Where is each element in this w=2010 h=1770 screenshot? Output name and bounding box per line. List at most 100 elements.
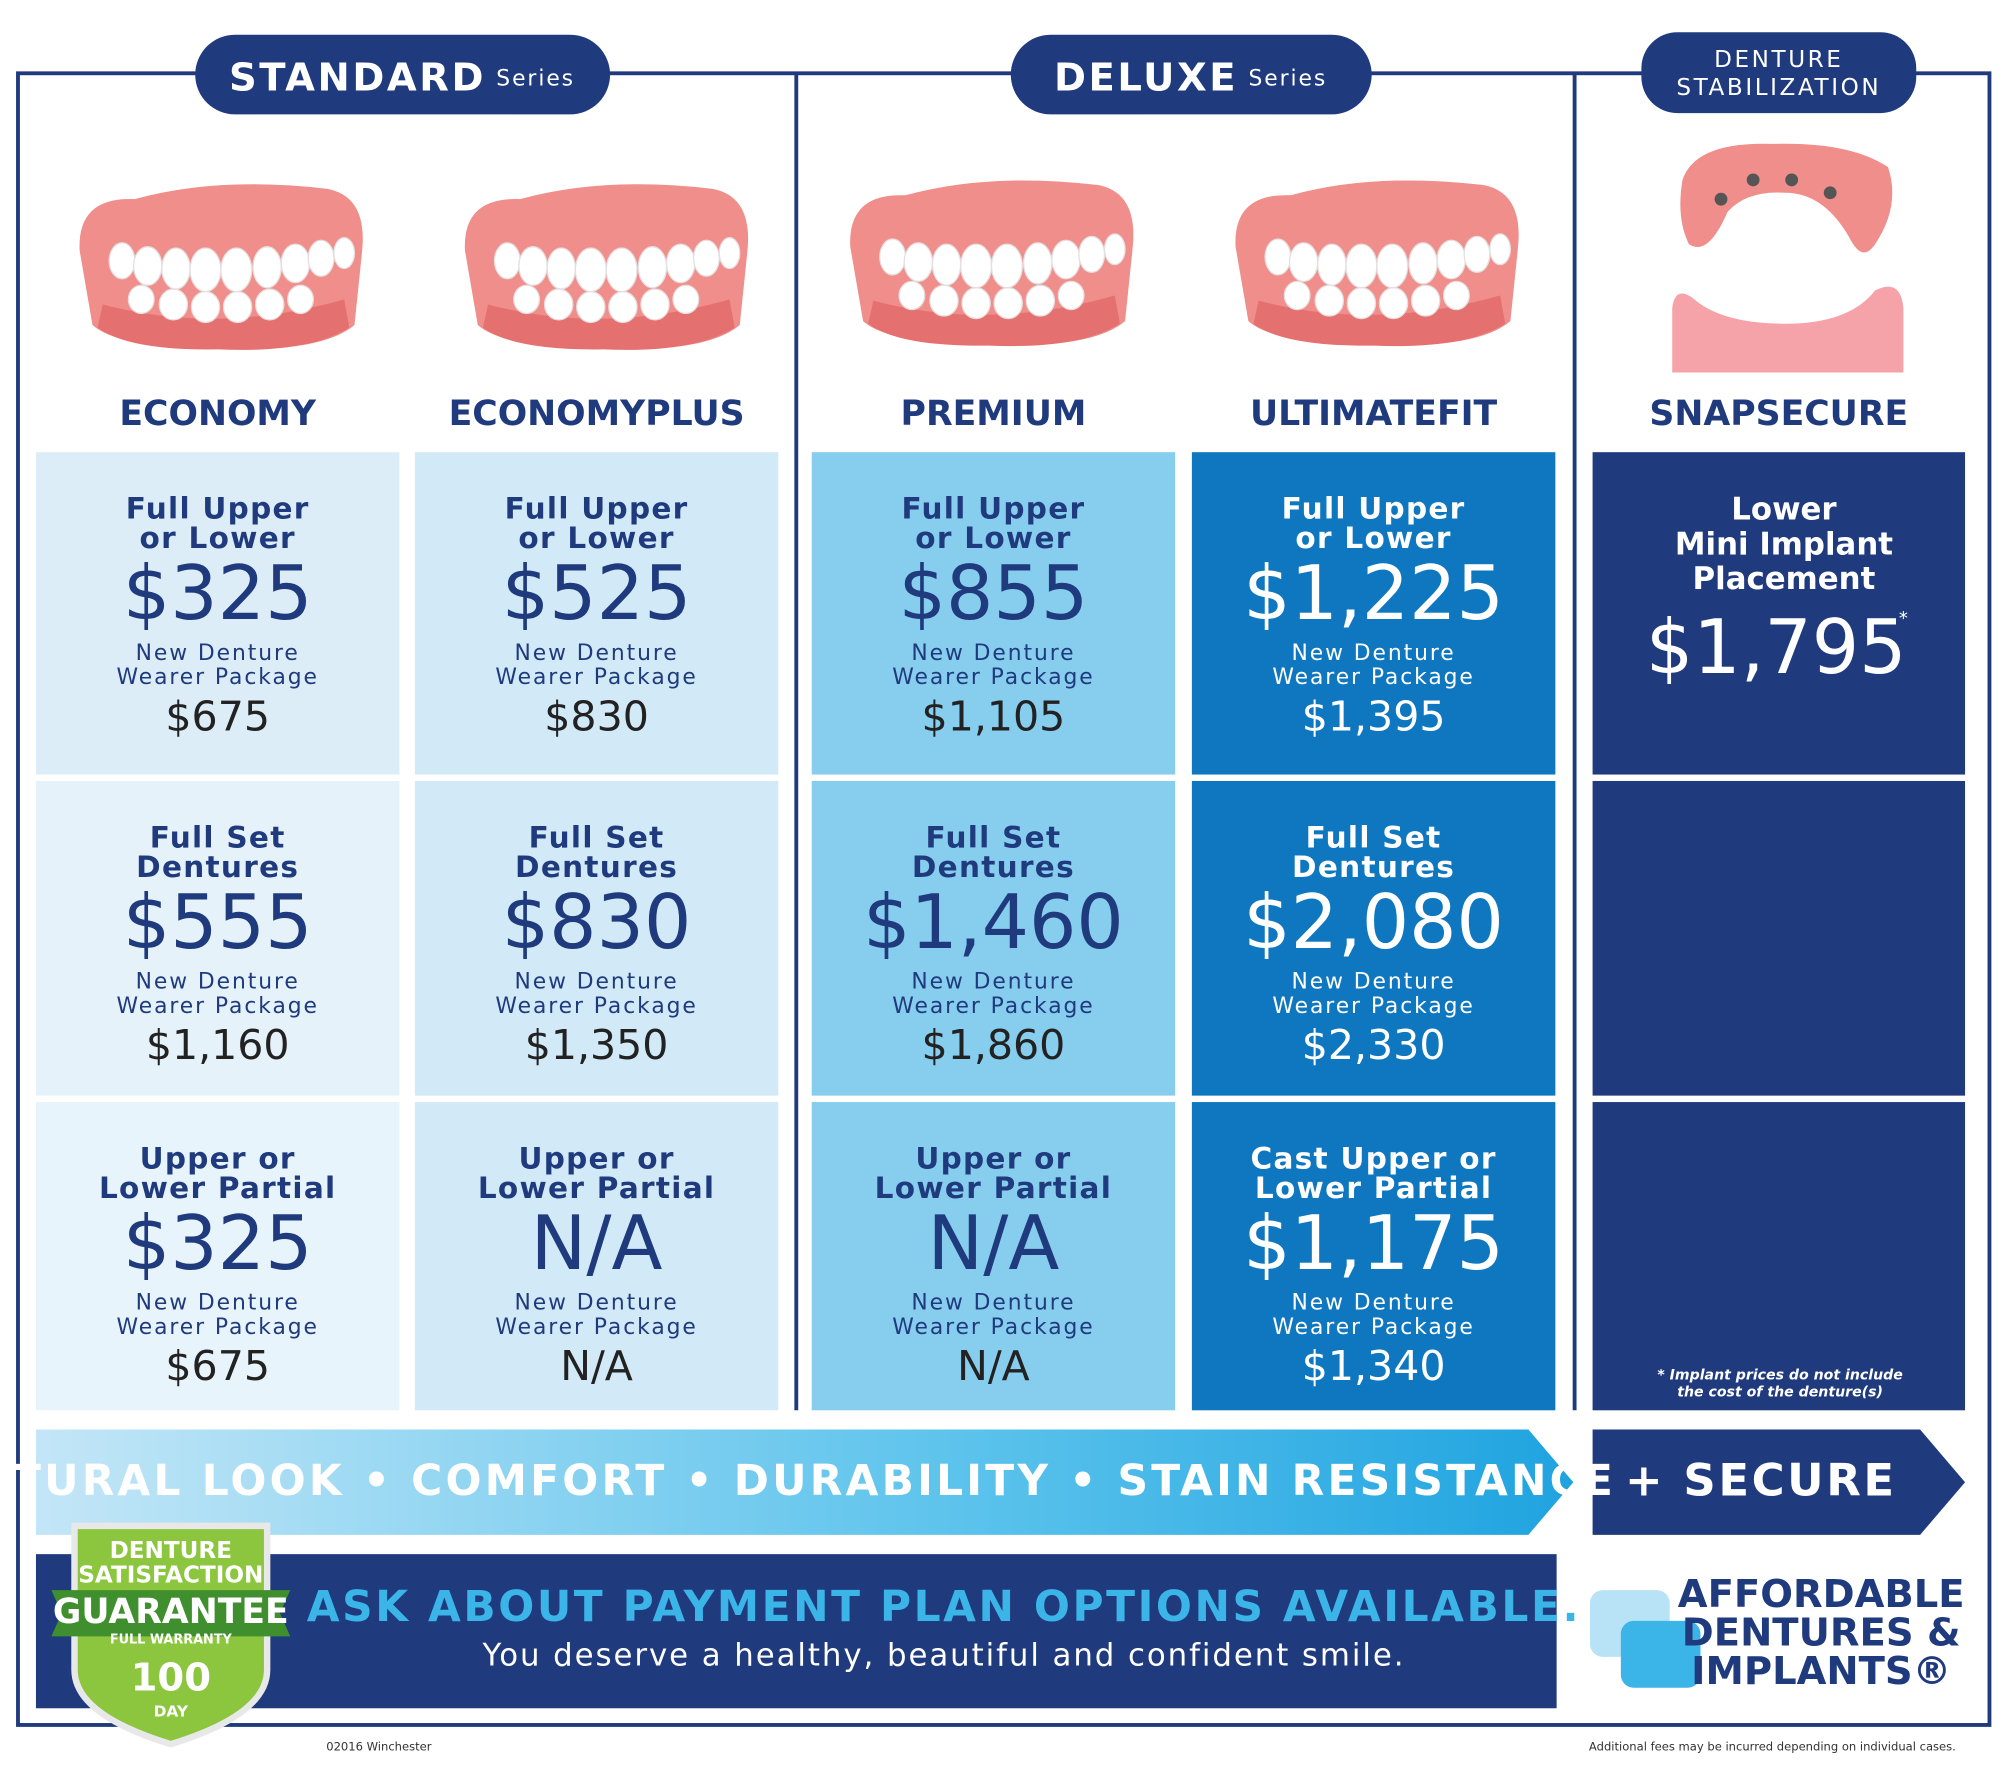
- package-label: Wearer Package: [892, 1315, 1094, 1340]
- package-price: $1,105: [922, 692, 1066, 740]
- outer-border: [16, 71, 1992, 1727]
- price-cell: [35, 780, 400, 1096]
- cell-title: Full Upper: [126, 491, 310, 525]
- series-label: STANDARD Series: [229, 55, 575, 100]
- price-cell: [811, 780, 1176, 1096]
- cell-price: $1,225: [1243, 550, 1504, 637]
- cell-title: or Lower: [1295, 521, 1451, 555]
- package-label: Wearer Package: [892, 665, 1094, 690]
- package-label: Wearer Package: [1272, 1315, 1474, 1340]
- cell-title: Dentures: [515, 850, 678, 884]
- series-label: DENTURE: [1714, 47, 1843, 73]
- package-price: $675: [165, 1342, 270, 1390]
- series-label: STABILIZATION: [1676, 75, 1881, 101]
- asterisk: *: [1899, 608, 1908, 629]
- package-price: N/A: [560, 1342, 633, 1390]
- cell-title: or Lower: [140, 521, 296, 555]
- package-label: New Denture: [515, 1291, 679, 1316]
- package-label: Wearer Package: [116, 994, 318, 1019]
- package-price: $1,340: [1302, 1342, 1446, 1390]
- price-cell: [811, 1102, 1176, 1411]
- guarantee-days: 100: [131, 1656, 211, 1701]
- cell-title: Dentures: [1292, 850, 1455, 884]
- cell-price: $1,175: [1243, 1200, 1504, 1287]
- benefits-banner: [35, 1429, 1574, 1535]
- package-price: $1,395: [1302, 692, 1446, 740]
- product-name: ULTIMATEFIT: [1250, 394, 1498, 434]
- package-label: Wearer Package: [892, 994, 1094, 1019]
- product-name: SNAPSECURE: [1649, 394, 1908, 434]
- guarantee-text: SATISFACTION: [78, 1562, 263, 1588]
- footer-note: 02016 Winchester: [326, 1739, 432, 1753]
- logo-text: DENTURES &: [1682, 1611, 1961, 1656]
- denture-image: [464, 183, 749, 351]
- cell-price: $325: [123, 550, 313, 637]
- cell-title: Full Set: [1306, 820, 1442, 854]
- product-name: ECONOMY: [119, 394, 317, 434]
- package-label: Wearer Package: [495, 665, 697, 690]
- price-cell: [1191, 780, 1556, 1096]
- package-label: New Denture: [1292, 970, 1456, 995]
- cell-title: or Lower: [518, 521, 674, 555]
- series-pill: [195, 34, 611, 115]
- cell-title: Full Upper: [1282, 491, 1466, 525]
- cell-title: Lower: [1731, 492, 1837, 528]
- package-label: New Denture: [136, 970, 300, 995]
- cell-title: Lower Partial: [875, 1171, 1112, 1205]
- cell-title: Full Set: [150, 820, 286, 854]
- logo-text: AFFORDABLE: [1678, 1572, 1965, 1617]
- package-price: N/A: [957, 1342, 1030, 1390]
- price-cell: [1592, 452, 1966, 775]
- secure-text: + SECURE: [1625, 1454, 1897, 1507]
- cell-title: or Lower: [915, 521, 1071, 555]
- guarantee-text: DENTURE: [110, 1538, 232, 1564]
- cell-price: $325: [123, 1200, 313, 1287]
- price-cell: [1592, 1102, 1966, 1411]
- cell-price: $1,460: [863, 879, 1124, 966]
- cell-title: Upper or: [140, 1141, 296, 1175]
- cell-title: Lower Partial: [99, 1171, 336, 1205]
- cell-price: N/A: [531, 1200, 663, 1287]
- cell-price: $2,080: [1243, 879, 1504, 966]
- package-label: Wearer Package: [1272, 994, 1474, 1019]
- cell-title: Full Set: [529, 820, 665, 854]
- price-cell: [414, 452, 779, 775]
- price-cell: [35, 452, 400, 775]
- package-price: $2,330: [1302, 1021, 1446, 1069]
- payment-band: [35, 1554, 1557, 1709]
- cell-title: Full Upper: [505, 491, 689, 525]
- package-label: Wearer Package: [495, 994, 697, 1019]
- price-cell: [35, 1102, 400, 1411]
- guarantee-warranty: FULL WARRANTY: [110, 1633, 233, 1648]
- package-label: New Denture: [911, 1291, 1075, 1316]
- package-label: Wearer Package: [1272, 665, 1474, 690]
- price-cell: [1191, 452, 1556, 775]
- product-name: ECONOMYPLUS: [449, 394, 745, 434]
- price-cell: [414, 780, 779, 1096]
- package-label: Wearer Package: [116, 665, 318, 690]
- package-label: New Denture: [911, 641, 1075, 666]
- series-label: DELUXE Series: [1054, 55, 1327, 100]
- package-label: Wearer Package: [116, 1315, 318, 1340]
- payment-subline: You deserve a healthy, beautiful and con…: [482, 1637, 1406, 1673]
- cell-title: Full Set: [926, 820, 1062, 854]
- series-name: STANDARD: [229, 55, 486, 100]
- footnote: the cost of the denture(s): [1677, 1384, 1883, 1400]
- guarantee-unit: DAY: [154, 1703, 189, 1721]
- footer-note: Additional fees may be incurred dependin…: [1589, 1739, 1956, 1753]
- cell-title: Dentures: [136, 850, 299, 884]
- logo-text: IMPLANTS®: [1691, 1649, 1951, 1694]
- denture-image: [849, 179, 1135, 347]
- secure-banner: [1592, 1429, 1966, 1535]
- cell-title: Placement: [1693, 561, 1876, 597]
- series-pill: [1641, 32, 1917, 114]
- logo-mark: [1590, 1590, 1701, 1688]
- guarantee-headline: GUARANTEE: [53, 1592, 289, 1632]
- package-price: $830: [544, 692, 649, 740]
- cell-price: N/A: [928, 1200, 1060, 1287]
- package-label: New Denture: [136, 1291, 300, 1316]
- series-name: DELUXE: [1054, 55, 1238, 100]
- price-cell: [811, 452, 1176, 775]
